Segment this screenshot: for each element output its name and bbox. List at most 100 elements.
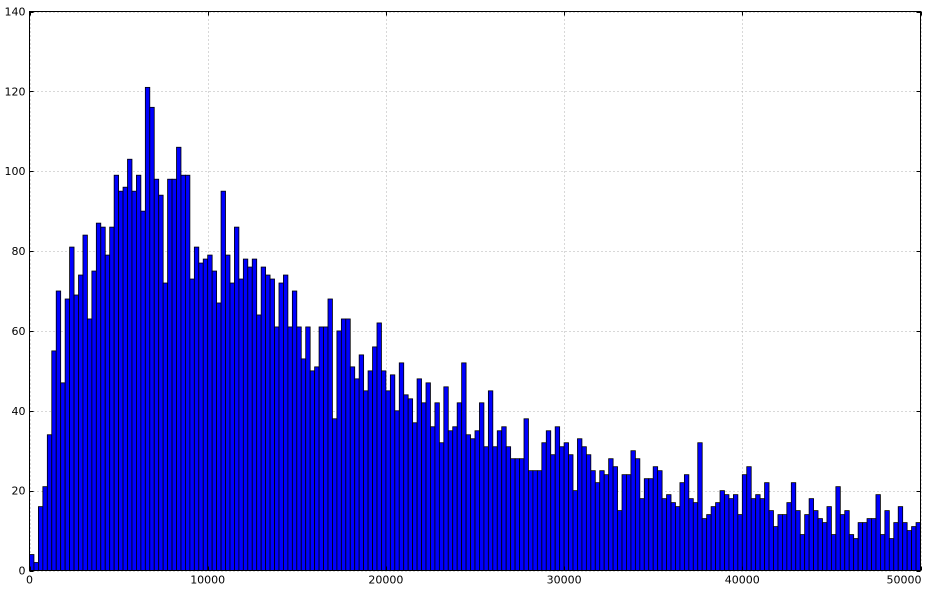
histogram-bar bbox=[617, 510, 623, 571]
histogram-bar bbox=[229, 282, 235, 571]
histogram-bar bbox=[550, 454, 556, 571]
histogram-bar bbox=[416, 378, 422, 571]
histogram-bar bbox=[483, 446, 489, 571]
histogram-bar bbox=[675, 506, 681, 571]
y-tick-label: 0 bbox=[19, 565, 26, 578]
histogram-bar bbox=[247, 266, 253, 571]
histogram-bar bbox=[109, 226, 115, 571]
histogram-bar bbox=[826, 506, 832, 571]
histogram-bar bbox=[443, 386, 449, 571]
histogram-bar bbox=[737, 514, 743, 571]
histogram-bar bbox=[430, 426, 436, 571]
histogram-bar bbox=[692, 502, 699, 571]
histogram-bar bbox=[189, 278, 195, 571]
histogram-bar bbox=[652, 466, 659, 571]
histogram-bar bbox=[875, 494, 881, 571]
histogram-bar bbox=[461, 362, 467, 571]
histogram-bar bbox=[741, 474, 748, 571]
histogram-bar bbox=[51, 350, 57, 571]
histogram-bar bbox=[421, 402, 427, 571]
histogram-bar bbox=[327, 298, 333, 571]
histogram-bar bbox=[862, 522, 868, 571]
histogram-bar bbox=[683, 474, 690, 571]
histogram-bar bbox=[501, 426, 507, 571]
histogram-bar bbox=[813, 510, 819, 571]
histogram-bar bbox=[234, 226, 240, 571]
histogram-bar bbox=[167, 178, 173, 571]
histogram-bar bbox=[385, 390, 391, 571]
histogram-bar bbox=[144, 86, 151, 571]
histogram-bar bbox=[572, 490, 578, 571]
histogram-bar bbox=[220, 190, 226, 571]
histogram-bar bbox=[563, 442, 569, 571]
histogram-bar bbox=[127, 158, 133, 571]
histogram-bar bbox=[465, 434, 471, 571]
histogram-bar bbox=[848, 534, 855, 571]
histogram-bar bbox=[412, 422, 418, 571]
histogram-bar bbox=[225, 254, 231, 571]
histogram-bar bbox=[839, 514, 846, 571]
histogram-bar bbox=[340, 318, 347, 571]
histogram-bar bbox=[69, 246, 75, 571]
histogram-bar bbox=[906, 530, 912, 571]
histogram-bar bbox=[648, 478, 654, 571]
x-tick-label: 10000 bbox=[190, 574, 225, 587]
histogram-bar bbox=[358, 354, 365, 571]
histogram-bar bbox=[251, 258, 258, 571]
histogram-bar bbox=[33, 562, 39, 571]
x-tick-label: 0 bbox=[26, 574, 33, 587]
histogram-bar bbox=[394, 410, 400, 571]
histogram-bar bbox=[897, 506, 904, 571]
axis-ticks bbox=[29, 11, 922, 572]
histogram-bar bbox=[336, 330, 342, 571]
histogram-bar bbox=[750, 498, 757, 571]
histogram-bar bbox=[354, 378, 360, 571]
histogram-bar bbox=[599, 470, 605, 571]
histogram-bar bbox=[715, 502, 721, 571]
histogram-bar bbox=[536, 470, 543, 571]
histogram-bar bbox=[60, 382, 66, 571]
histogram-bar bbox=[207, 254, 213, 571]
histogram-bar bbox=[376, 322, 382, 571]
histogram-bar bbox=[519, 458, 525, 571]
histogram-bar bbox=[759, 498, 765, 571]
histogram-bar bbox=[274, 326, 280, 571]
histogram-bar bbox=[238, 278, 244, 571]
y-tick-label: 100 bbox=[5, 165, 26, 178]
histogram-bar bbox=[853, 538, 859, 571]
y-axis-tick-labels: 0 20 40 60 80 100 120 140 bbox=[5, 6, 26, 578]
histogram-bar bbox=[559, 446, 565, 571]
histogram-bar bbox=[523, 418, 529, 571]
histogram-bar bbox=[153, 178, 160, 571]
histogram-bar bbox=[118, 190, 124, 571]
histogram-bar bbox=[46, 434, 53, 571]
histogram-bar bbox=[185, 174, 191, 571]
histogram-bar bbox=[612, 466, 618, 571]
histogram-bar bbox=[724, 494, 730, 571]
histogram-bar bbox=[372, 346, 378, 571]
histogram-bar bbox=[764, 482, 770, 571]
histogram-bar bbox=[661, 498, 667, 571]
histogram-bar bbox=[140, 210, 146, 571]
histogram-bar bbox=[403, 394, 409, 571]
histogram-bar bbox=[211, 270, 218, 571]
histogram-bar bbox=[242, 258, 249, 571]
histogram-bar bbox=[554, 426, 561, 571]
histogram-bar bbox=[487, 390, 494, 571]
histogram-bar bbox=[492, 446, 498, 571]
histogram-bar bbox=[732, 494, 739, 571]
histogram-bar bbox=[514, 458, 520, 571]
histogram-bar bbox=[888, 538, 895, 571]
histogram-bar bbox=[38, 506, 44, 571]
y-tick-label: 60 bbox=[12, 325, 26, 338]
histogram-bar bbox=[256, 314, 262, 571]
y-tick-label: 120 bbox=[5, 85, 26, 98]
histogram-bar bbox=[728, 498, 734, 571]
histogram-bar bbox=[746, 466, 752, 571]
histogram-bar bbox=[470, 438, 476, 571]
histogram-bar bbox=[915, 522, 921, 571]
histogram-bar bbox=[296, 326, 302, 571]
histogram-bar bbox=[634, 458, 641, 571]
histogram-bar bbox=[64, 298, 70, 571]
